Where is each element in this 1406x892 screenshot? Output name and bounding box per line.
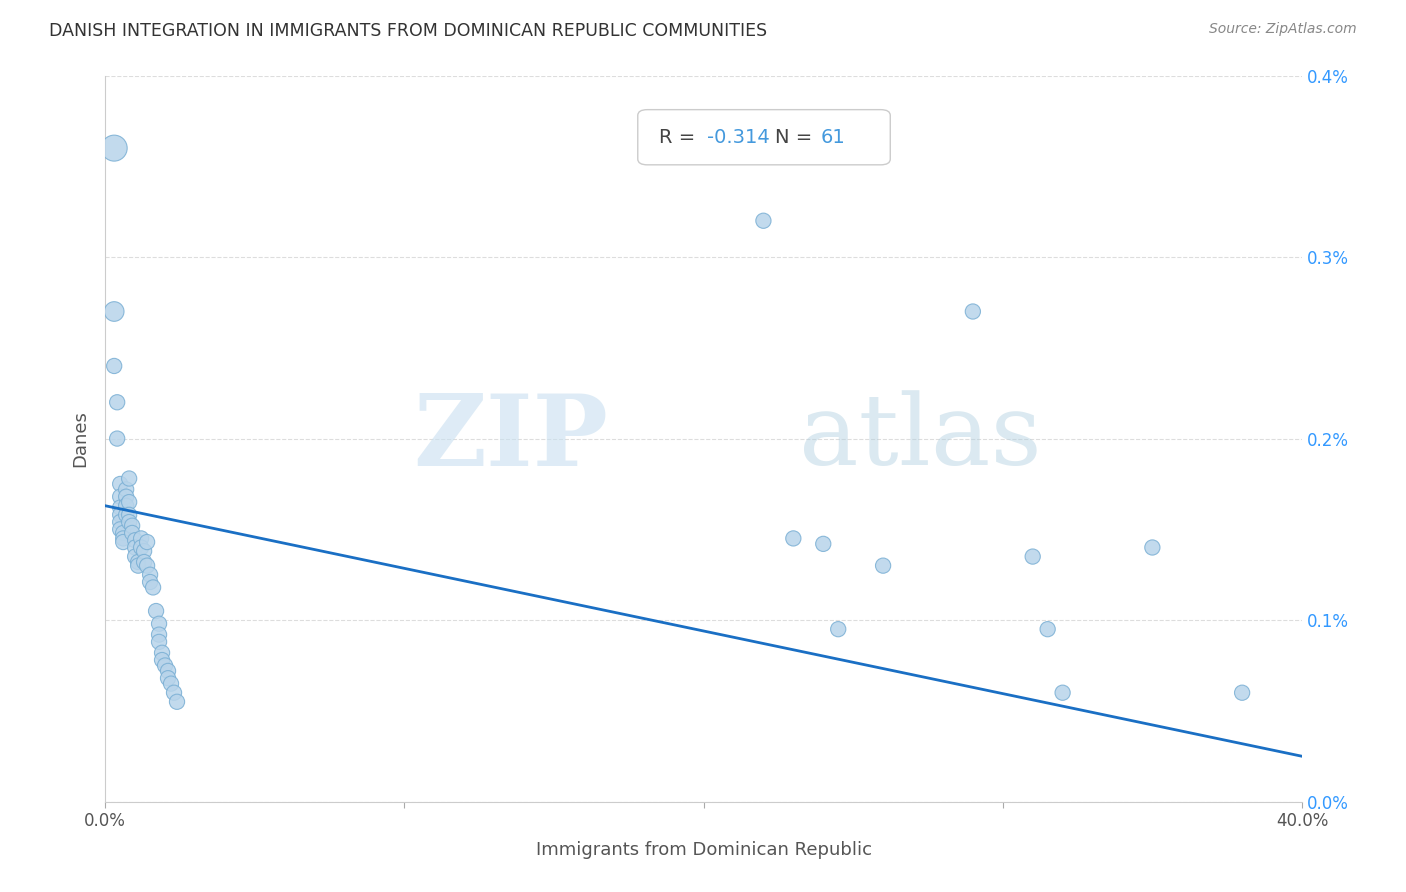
Point (127, 555, 149, 569)
Point (108, 515, 131, 529)
Point (103, 141, 125, 155)
Point (157, 664, 180, 678)
Point (166, 695, 188, 709)
Point (145, 604, 167, 618)
Point (118, 515, 141, 529)
Point (139, 567, 162, 582)
Y-axis label: Danes: Danes (72, 410, 89, 467)
Point (1021, 549, 1043, 564)
Point (157, 671, 180, 685)
FancyBboxPatch shape (638, 110, 890, 165)
Point (108, 477, 131, 491)
Point (118, 495, 141, 509)
Point (112, 535, 135, 549)
Point (129, 541, 152, 555)
Point (115, 499, 138, 513)
Point (150, 653, 173, 667)
Text: Source: ZipAtlas.com: Source: ZipAtlas.com (1209, 22, 1357, 37)
Point (1052, 686, 1074, 700)
Point (962, 304, 984, 318)
Point (132, 555, 155, 569)
Point (148, 616, 170, 631)
Point (108, 522, 131, 536)
Text: ZIP: ZIP (413, 390, 607, 487)
Point (813, 537, 835, 551)
Point (105, 432, 128, 446)
Point (108, 500, 131, 515)
Point (127, 558, 149, 573)
Point (108, 508, 131, 522)
Point (163, 686, 186, 700)
Point (103, 359, 125, 373)
X-axis label: Immigrants from Dominican Republic: Immigrants from Dominican Republic (536, 841, 872, 859)
Point (124, 533, 146, 548)
Point (150, 646, 173, 660)
Point (124, 541, 146, 555)
Point (827, 622, 849, 636)
Point (121, 526, 143, 541)
Text: N =: N = (775, 128, 818, 147)
Point (872, 558, 894, 573)
Point (105, 395, 128, 409)
Text: atlas: atlas (800, 391, 1042, 486)
Point (136, 558, 159, 573)
Point (112, 532, 135, 546)
Point (118, 508, 141, 522)
Point (148, 627, 170, 641)
Point (139, 574, 162, 589)
Point (103, 304, 125, 318)
Point (112, 526, 135, 541)
Point (1230, 686, 1253, 700)
Point (121, 518, 143, 533)
Point (108, 490, 131, 504)
Point (1036, 622, 1059, 636)
Point (115, 508, 138, 522)
Point (132, 544, 155, 558)
Point (148, 635, 170, 649)
Point (136, 535, 159, 549)
Point (124, 549, 146, 564)
Point (115, 490, 138, 504)
Point (118, 471, 141, 485)
Text: -0.314: -0.314 (707, 128, 770, 147)
Text: 61: 61 (821, 128, 845, 147)
Point (115, 483, 138, 497)
Point (782, 532, 804, 546)
Point (129, 532, 152, 546)
Point (1142, 541, 1164, 555)
Point (142, 581, 165, 595)
Text: R =: R = (659, 128, 702, 147)
Text: DANISH INTEGRATION IN IMMIGRANTS FROM DOMINICAN REPUBLIC COMMUNITIES: DANISH INTEGRATION IN IMMIGRANTS FROM DO… (49, 22, 768, 40)
Point (160, 676, 183, 690)
Point (153, 658, 176, 673)
Point (752, 213, 775, 227)
